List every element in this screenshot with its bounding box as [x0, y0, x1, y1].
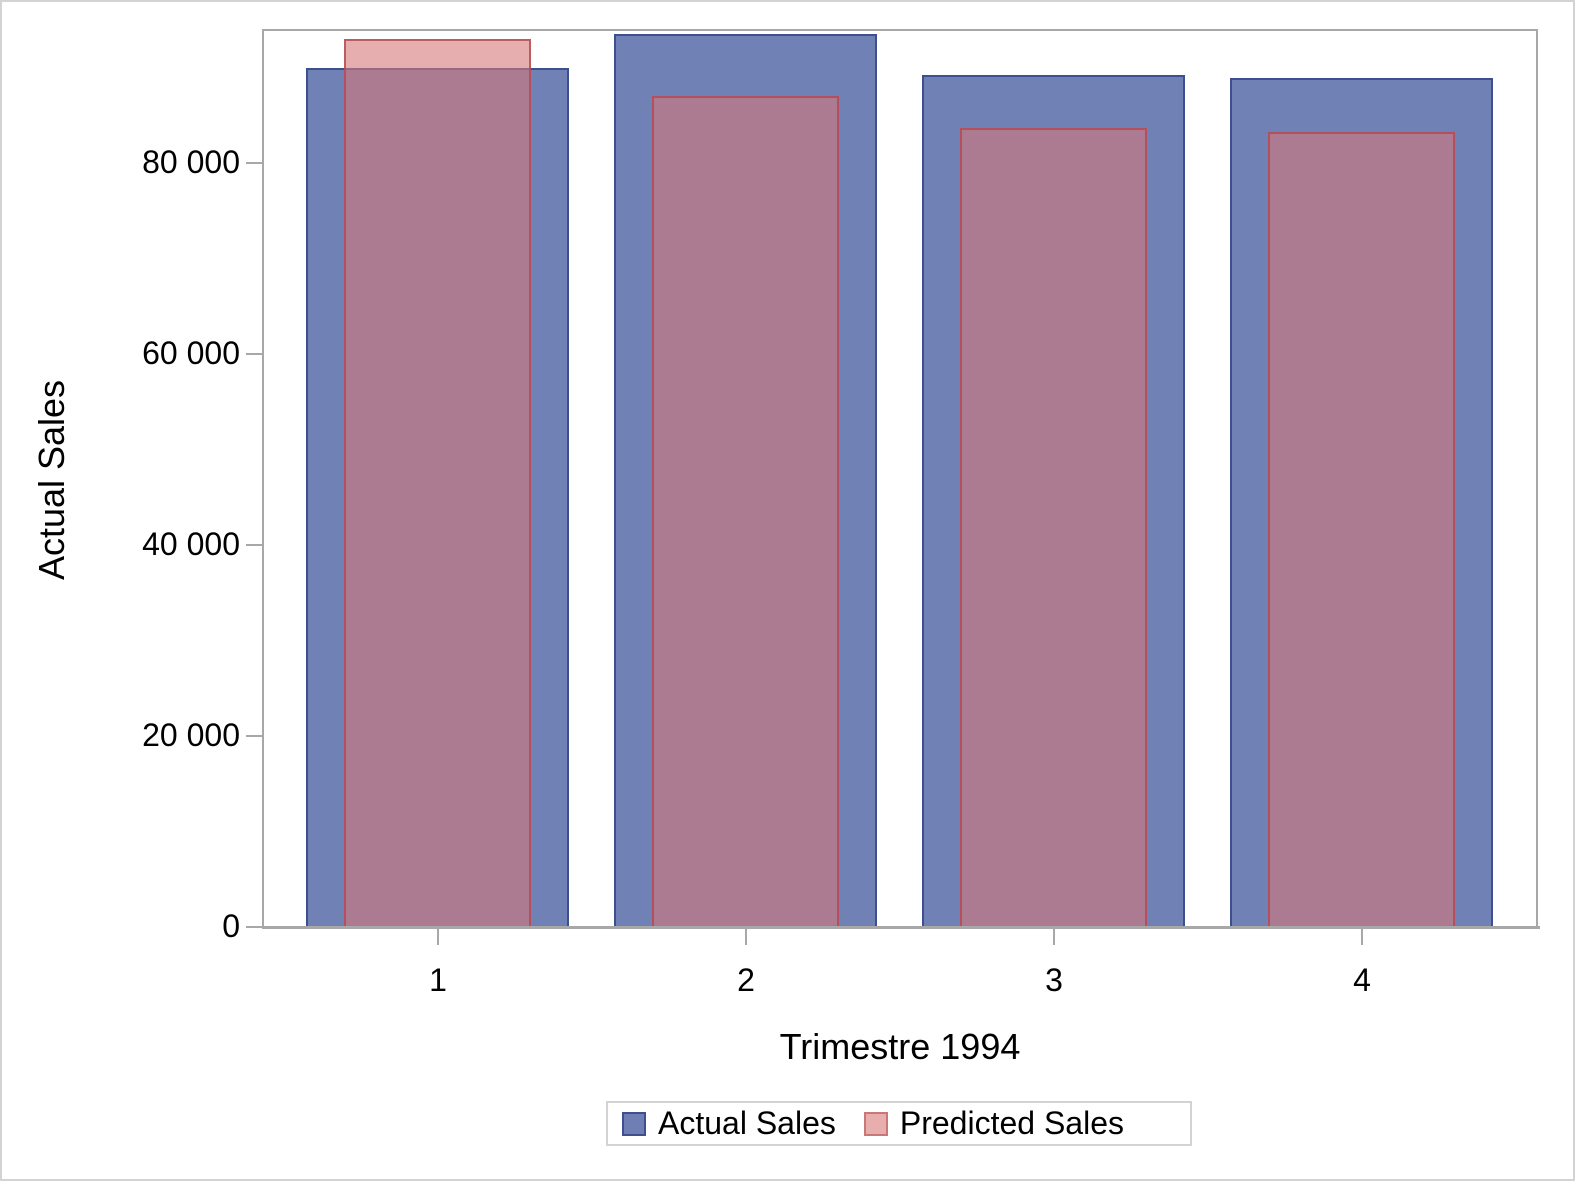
bar-predicted-q1	[344, 39, 531, 928]
x-tick	[437, 929, 439, 945]
y-tick-label: 80 000	[142, 144, 240, 180]
x-tick-label: 3	[1045, 962, 1063, 998]
y-axis-title: Actual Sales	[31, 379, 72, 581]
legend-swatch-actual	[622, 1111, 646, 1136]
x-axis-title: Trimestre 1994	[779, 1026, 1021, 1067]
x-tick	[745, 929, 747, 945]
x-tick	[1053, 929, 1055, 945]
legend: Actual Sales Predicted Sales	[606, 1101, 1192, 1146]
legend-swatch-predicted	[863, 1111, 888, 1136]
y-tick	[246, 926, 262, 928]
x-tick-label: 1	[429, 962, 447, 998]
y-tick	[246, 162, 262, 164]
y-tick-label: 0	[222, 908, 240, 944]
y-tick	[246, 544, 262, 546]
bar-predicted-q4	[1268, 132, 1455, 928]
y-tick-label: 20 000	[142, 717, 240, 753]
legend-label-actual: Actual Sales	[658, 1105, 836, 1141]
legend-label-predicted: Predicted Sales	[899, 1105, 1124, 1141]
plot-area	[262, 29, 1538, 927]
x-tick-label: 2	[737, 962, 755, 998]
y-tick-label: 40 000	[142, 526, 240, 562]
x-tick-label: 4	[1353, 962, 1371, 998]
x-tick	[1361, 929, 1363, 945]
x-axis-line	[262, 926, 1540, 929]
y-tick	[246, 735, 262, 737]
y-tick-label: 60 000	[142, 335, 240, 371]
y-tick	[246, 353, 262, 355]
bar-predicted-q2	[652, 96, 839, 928]
bar-predicted-q3	[960, 128, 1147, 928]
